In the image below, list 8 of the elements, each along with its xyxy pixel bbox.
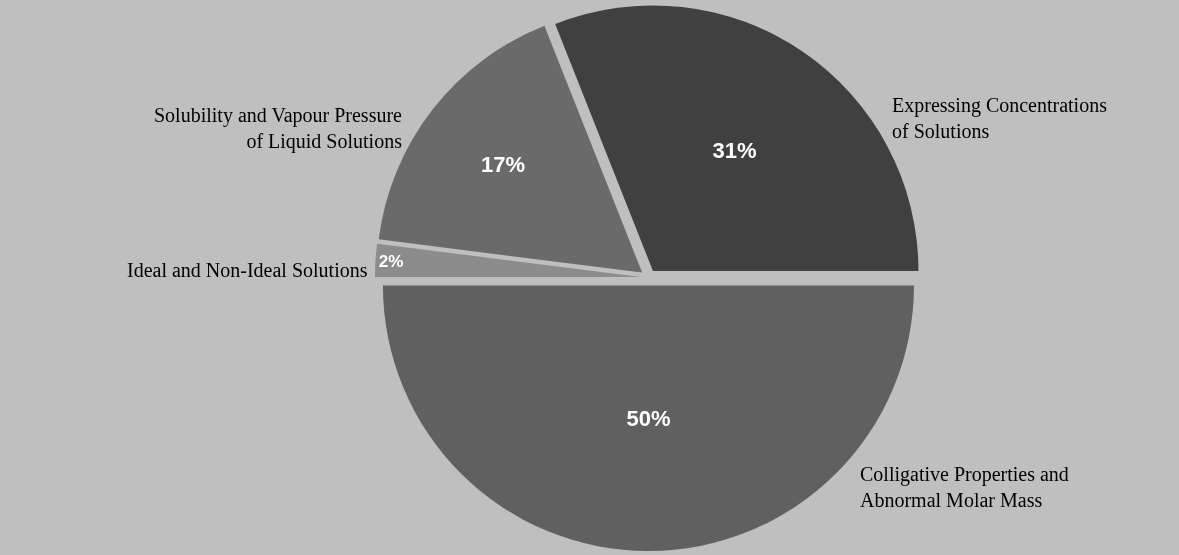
slice-label: Expressing Concentrations of Solutions [892,94,1108,142]
slice-label: Solubility and Vapour Pressure of Liquid Solutions [154,104,403,153]
data-label: 17% [481,152,526,178]
data-label: 31% [712,138,757,164]
slice-label: Ideal and Non-Ideal Solutions [127,259,368,281]
data-label: 2% [378,252,404,272]
slice-label: Colligative Properties and Abnormal Molar Mass [860,463,1069,511]
data-label: 50% [626,405,671,431]
